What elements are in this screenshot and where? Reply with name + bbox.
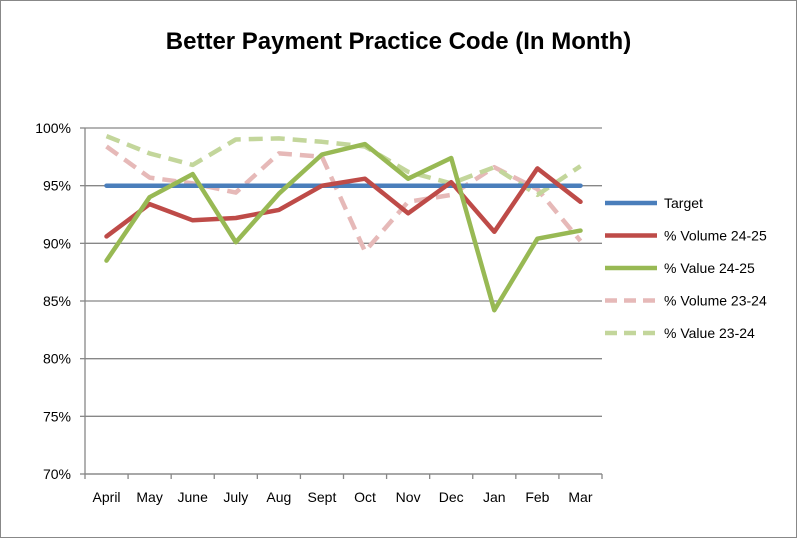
- y-tick-label: 70%: [43, 466, 71, 482]
- x-tick-label: Oct: [354, 489, 376, 505]
- x-tick-label: July: [223, 489, 248, 505]
- legend-label: Target: [664, 195, 703, 211]
- series-lines: [104, 134, 583, 313]
- x-tick-label: June: [178, 489, 209, 505]
- legend-label: % Value 23-24: [664, 325, 755, 341]
- y-tick-label: 90%: [43, 235, 71, 251]
- legend-label: % Volume 23-24: [664, 293, 767, 309]
- y-tick-label: 75%: [43, 408, 71, 424]
- y-tick-label: 80%: [43, 351, 71, 367]
- x-tick-label: Nov: [396, 489, 421, 505]
- legend-label: % Value 24-25: [664, 260, 755, 276]
- series-line-value-23-24: [105, 134, 582, 198]
- y-axis-tick-labels: 100% 95% 90% 85% 80% 75% 70%: [35, 120, 71, 482]
- y-tick-label: 95%: [43, 178, 71, 194]
- x-tick-label: Jan: [483, 489, 506, 505]
- legend: Target % Volume 24-25 % Value 24-25 % Volum…: [605, 195, 767, 341]
- x-tick-label: April: [93, 489, 121, 505]
- y-tick-label: 100%: [35, 120, 71, 136]
- axes: [84, 128, 603, 479]
- series-line-value-24-25: [104, 141, 583, 313]
- y-tick-label: 85%: [43, 293, 71, 309]
- x-tick-label: Mar: [568, 489, 592, 505]
- legend-label: % Volume 24-25: [664, 228, 767, 244]
- x-tick-label: May: [136, 489, 162, 505]
- x-axis-tick-labels: April May June July Aug Sept Oct Nov Dec Jan Feb Ma…: [93, 489, 593, 505]
- series-line-volume-24-25: [104, 166, 583, 239]
- x-tick-label: Dec: [439, 489, 464, 505]
- x-tick-label: Sept: [308, 489, 337, 505]
- x-tick-label: Feb: [525, 489, 549, 505]
- chart-title: Better Payment Practice Code (In Month): [165, 28, 632, 55]
- x-tick-label: Aug: [266, 489, 291, 505]
